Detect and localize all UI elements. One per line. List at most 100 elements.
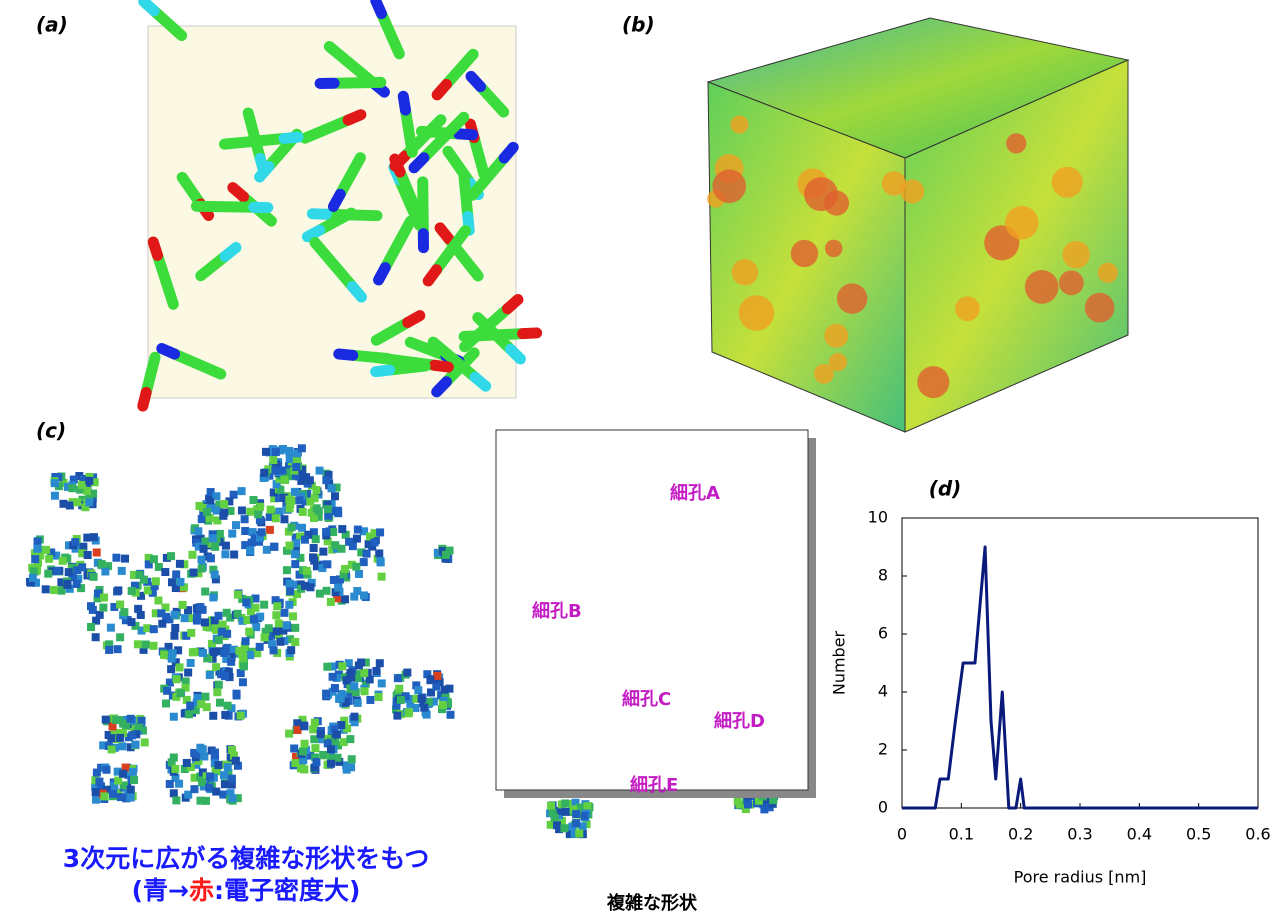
voxel — [420, 704, 428, 712]
voxel — [363, 550, 371, 558]
voxel — [158, 620, 166, 628]
atom — [284, 137, 298, 138]
voxel — [572, 810, 580, 818]
voxel — [213, 688, 221, 696]
voxel — [306, 583, 314, 591]
atom — [437, 382, 447, 392]
voxel — [196, 744, 204, 752]
voxel — [141, 738, 149, 746]
voxel — [323, 560, 331, 568]
voxel — [300, 722, 308, 730]
caption-part: (青→ — [132, 876, 189, 905]
blotch — [1052, 167, 1083, 198]
voxel — [252, 623, 260, 631]
voxel — [73, 580, 81, 588]
voxel — [220, 500, 228, 508]
voxel — [250, 615, 258, 623]
voxel — [280, 609, 288, 617]
voxel — [270, 543, 278, 551]
voxel — [328, 484, 336, 492]
blotch — [825, 240, 843, 258]
voxel — [212, 788, 220, 796]
voxel — [181, 614, 189, 622]
voxel — [341, 595, 349, 603]
voxel — [329, 673, 337, 681]
voxel — [433, 672, 441, 680]
y-tick-label: 10 — [868, 508, 888, 527]
voxel — [393, 712, 401, 720]
voxel — [215, 612, 223, 620]
voxel — [327, 760, 335, 768]
voxel — [50, 586, 58, 594]
voxel — [287, 646, 295, 654]
voxel — [78, 563, 86, 571]
voxel — [195, 502, 203, 510]
voxel — [116, 601, 124, 609]
voxel — [303, 567, 311, 575]
voxel — [238, 487, 246, 495]
atom — [437, 84, 446, 94]
voxel — [98, 560, 106, 568]
voxel — [354, 526, 362, 534]
voxel — [99, 604, 107, 612]
voxel — [310, 557, 318, 565]
voxel — [219, 512, 227, 520]
voxel — [562, 808, 570, 816]
voxel — [198, 564, 206, 572]
voxel — [191, 648, 199, 656]
voxel — [163, 687, 171, 695]
voxel — [317, 730, 325, 738]
x-tick-label: 0.1 — [949, 825, 974, 844]
voxel — [232, 521, 240, 529]
voxel — [109, 790, 117, 798]
voxel — [201, 693, 209, 701]
voxel — [93, 548, 101, 556]
voxel — [322, 528, 330, 536]
voxel — [29, 574, 37, 582]
voxel — [100, 594, 108, 602]
voxel — [128, 731, 136, 739]
blotch — [837, 283, 867, 313]
voxel — [83, 487, 91, 495]
voxel — [188, 551, 196, 559]
voxel — [199, 649, 207, 657]
voxel — [323, 587, 331, 595]
voxel — [234, 591, 242, 599]
voxel — [298, 444, 306, 452]
atom — [414, 158, 424, 168]
blotch — [1098, 263, 1118, 283]
atom — [395, 159, 400, 172]
voxel — [42, 546, 50, 554]
atom — [459, 134, 473, 135]
voxel — [271, 467, 279, 475]
voxel — [299, 508, 307, 516]
voxel — [372, 667, 380, 675]
bond — [405, 110, 412, 152]
voxel — [311, 744, 319, 752]
voxel — [183, 759, 191, 767]
voxel — [261, 633, 269, 641]
voxel — [171, 765, 179, 773]
caption-part: 赤 — [189, 876, 214, 905]
voxel — [230, 551, 238, 559]
atom — [376, 370, 390, 372]
voxel — [190, 569, 198, 577]
voxel — [228, 775, 236, 783]
bond — [464, 334, 523, 337]
voxel — [90, 533, 98, 541]
caption: 複雑な形状 — [606, 892, 698, 914]
voxel — [355, 570, 363, 578]
voxel — [260, 469, 268, 477]
atom — [428, 270, 436, 281]
blotch — [804, 177, 838, 211]
blotch — [739, 295, 774, 330]
voxel — [220, 771, 228, 779]
voxel — [360, 669, 368, 677]
voxel — [246, 547, 254, 555]
voxel — [329, 528, 337, 536]
voxel — [312, 486, 320, 494]
voxel — [324, 505, 332, 513]
voxel — [333, 730, 341, 738]
density-cube — [707, 18, 1128, 432]
y-tick-label: 6 — [878, 624, 888, 643]
